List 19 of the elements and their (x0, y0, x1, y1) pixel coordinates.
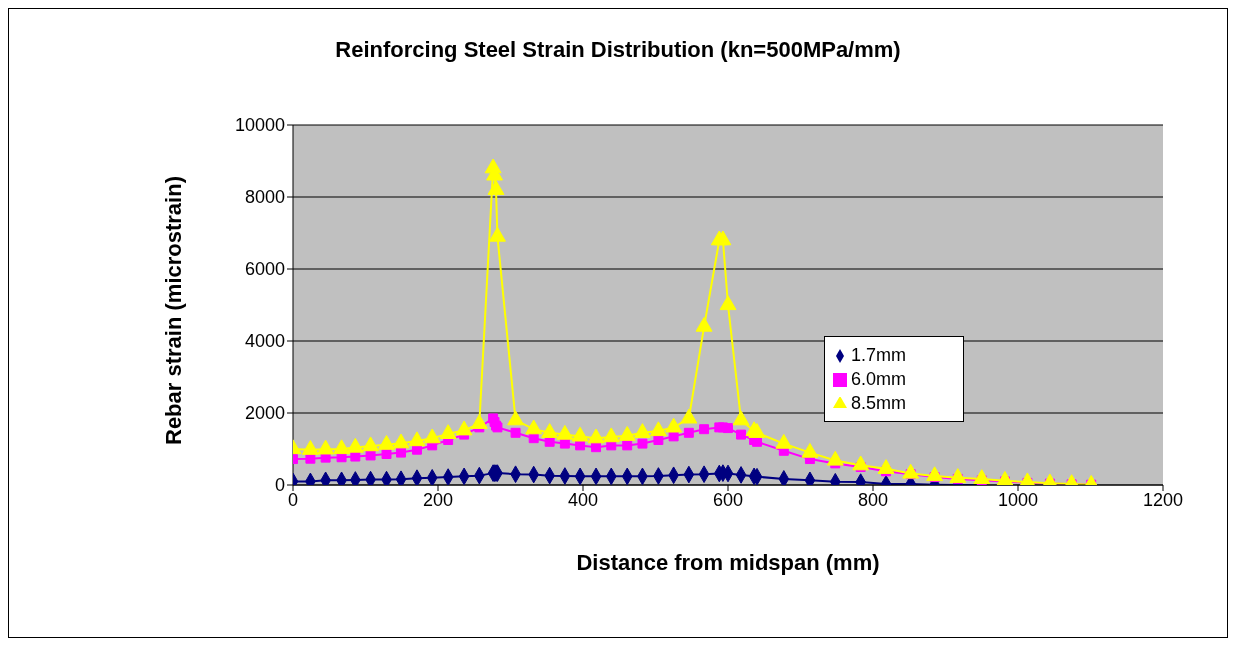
x-tick-label: 800 (857, 489, 889, 510)
x-tick-label: 200 (422, 489, 454, 510)
legend-label: 6.0mm (851, 369, 907, 389)
y-tick-label: 4000 (244, 331, 285, 352)
y-tick-label: 10000 (234, 115, 285, 136)
x-tick-label: 1200 (1142, 489, 1184, 510)
y-tick-label: 2000 (244, 403, 285, 424)
legend-label: 1.7mm (851, 345, 907, 365)
y-tick-label: 6000 (244, 259, 285, 280)
x-axis-title: Distance from midspan (mm) (576, 550, 880, 575)
legend-label: 8.5mm (851, 393, 907, 413)
chart-title: Reinforcing Steel Strain Distribution (kn=500MPa/mm) (334, 37, 902, 63)
x-tick-label: 600 (712, 489, 744, 510)
y-tick-label: 0 (274, 475, 285, 496)
x-tick-label: 400 (567, 489, 599, 510)
x-tick-label: 1000 (997, 489, 1039, 510)
y-tick-label: 8000 (244, 187, 285, 208)
x-tick-label: 0 (287, 489, 299, 510)
y-axis-title: Rebar strain (microstrain) (160, 176, 186, 445)
